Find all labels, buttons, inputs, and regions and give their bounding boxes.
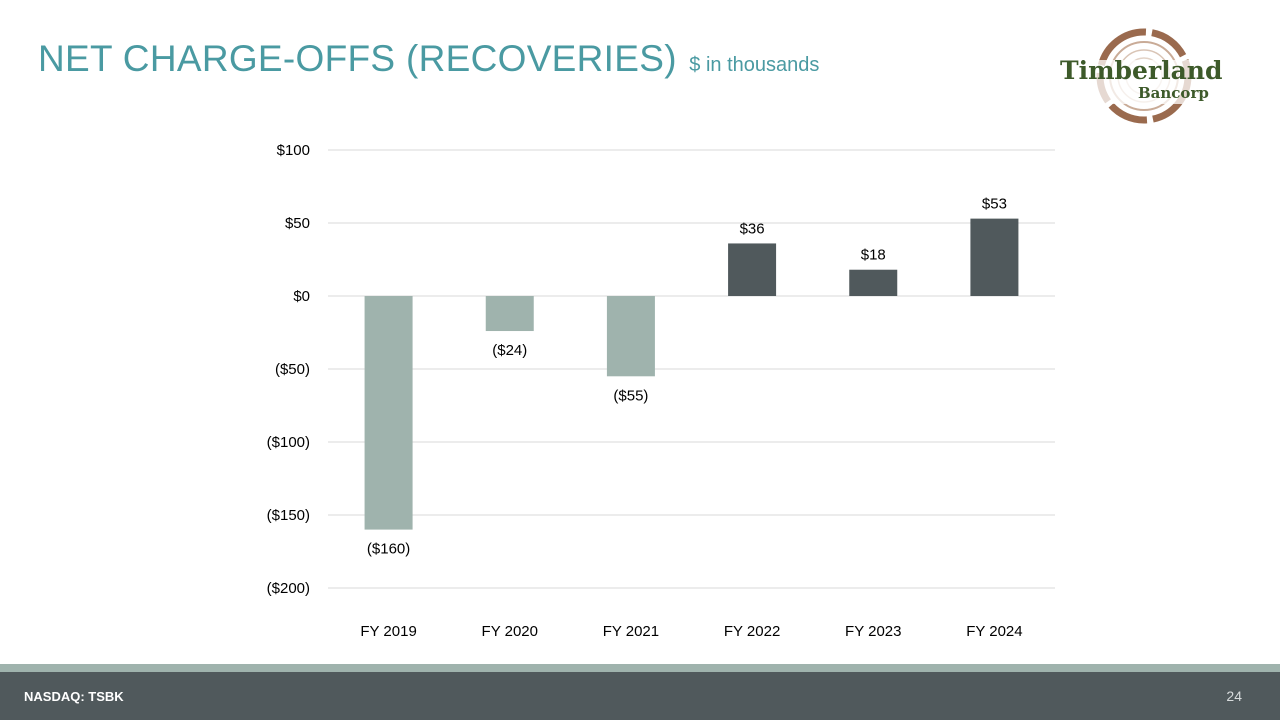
data-label: ($24)	[492, 342, 527, 359]
logo-name-line2: Bancorp	[1138, 84, 1209, 102]
chart-title: NET CHARGE-OFFS (RECOVERIES)	[38, 38, 677, 79]
chart-subtitle: $ in thousands	[689, 54, 820, 76]
y-tick-label: $50	[285, 215, 310, 232]
y-tick-label: ($150)	[267, 507, 310, 524]
y-tick-label: $100	[277, 142, 310, 159]
logo-name-line1: Timberland	[1060, 56, 1223, 85]
y-tick-label: ($100)	[267, 434, 310, 451]
bar	[849, 269, 898, 296]
data-label: $53	[982, 196, 1007, 213]
data-label: $36	[740, 220, 765, 237]
footer-stripe	[0, 664, 1280, 672]
x-tick-label: FY 2023	[845, 623, 901, 640]
y-tick-label: ($50)	[275, 361, 310, 378]
x-tick-label: FY 2021	[603, 623, 659, 640]
bar	[970, 218, 1019, 296]
page-title: NET CHARGE-OFFS (RECOVERIES) $ in thousa…	[38, 38, 819, 80]
x-tick-label: FY 2022	[724, 623, 780, 640]
y-tick-label: ($200)	[267, 580, 310, 597]
timberland-logo: Timberland Bancorp	[1052, 24, 1232, 128]
page-number: 24	[1226, 688, 1242, 704]
logo-rings-icon	[1058, 28, 1226, 124]
data-label: $18	[861, 247, 886, 264]
footer-bar: NASDAQ: TSBK 24	[0, 672, 1280, 720]
ticker-label: NASDAQ: TSBK	[24, 689, 124, 704]
data-label: ($55)	[613, 387, 648, 404]
x-tick-label: FY 2020	[482, 623, 538, 640]
data-label: ($160)	[367, 541, 410, 558]
bar	[485, 296, 534, 332]
bar	[364, 296, 413, 530]
bar	[728, 243, 777, 296]
bar	[606, 296, 655, 377]
y-tick-label: $0	[293, 288, 310, 305]
bar-chart: $100 $50 $0 ($50) ($100) ($150) ($200) ($160) FY…	[267, 142, 1055, 640]
x-tick-label: FY 2024	[966, 623, 1022, 640]
x-tick-label: FY 2019	[360, 623, 416, 640]
